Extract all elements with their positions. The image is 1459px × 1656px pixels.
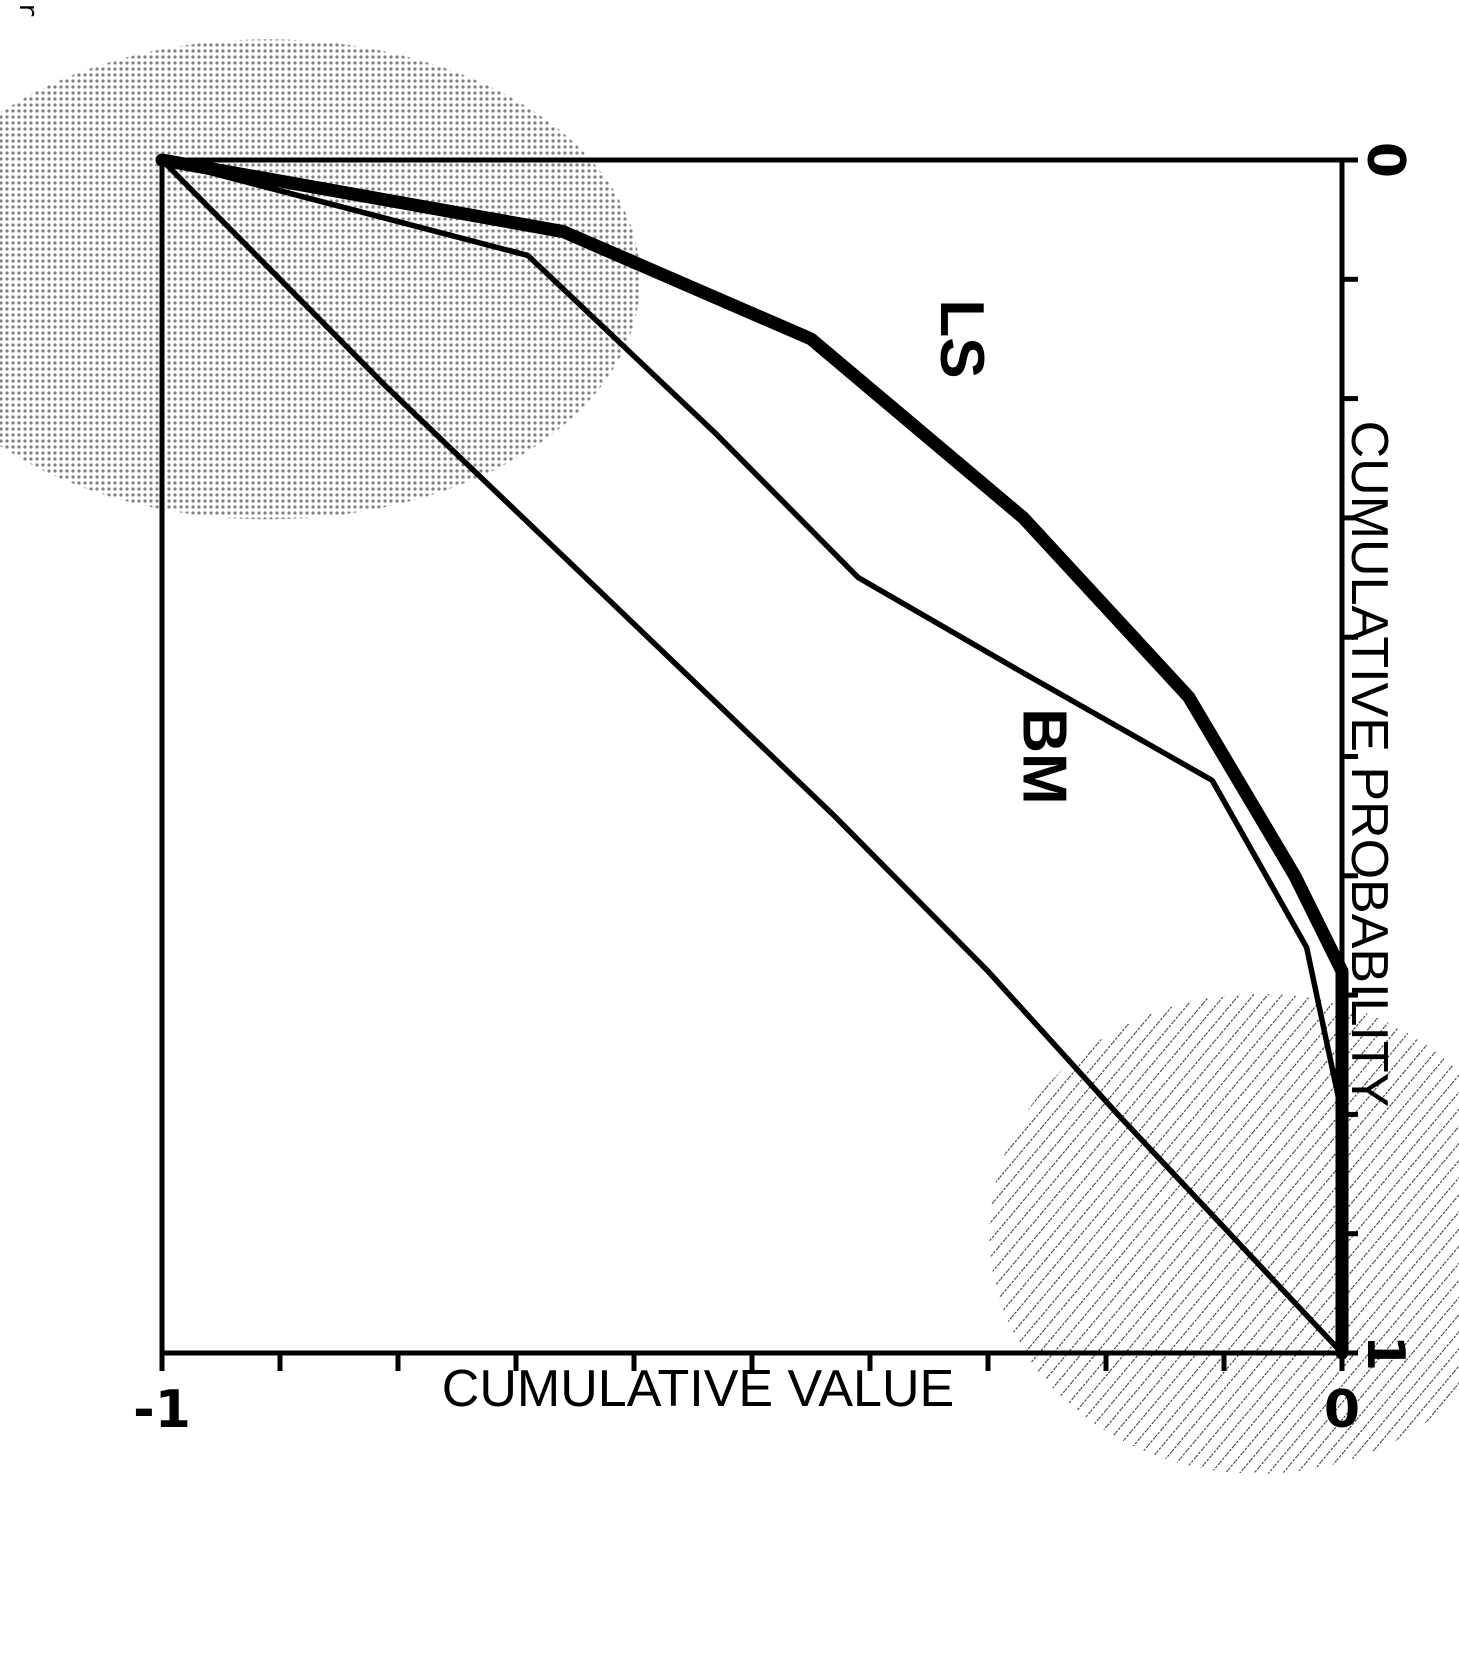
series-line-ls: [155, 153, 1349, 1360]
y-tick-label: 0: [1324, 1380, 1360, 1440]
shaded-region-dots: [0, 39, 641, 520]
series-line-linear: [159, 157, 1345, 1356]
x-axis-title: CUMULATIVE PROBABILITY: [1340, 421, 1398, 1108]
curve-label-bm: BM: [1009, 708, 1078, 804]
x-tick-label: 1: [1355, 1335, 1415, 1371]
y-tick-label: -1: [133, 1380, 191, 1440]
series-line-bm: [159, 157, 1345, 1356]
curve-label-ls: LS: [927, 299, 996, 378]
figure-caption: Figur: [13, 0, 43, 17]
y-axis-title: CUMULATIVE VALUE: [442, 1360, 954, 1418]
x-tick-label: 0: [1355, 142, 1415, 178]
